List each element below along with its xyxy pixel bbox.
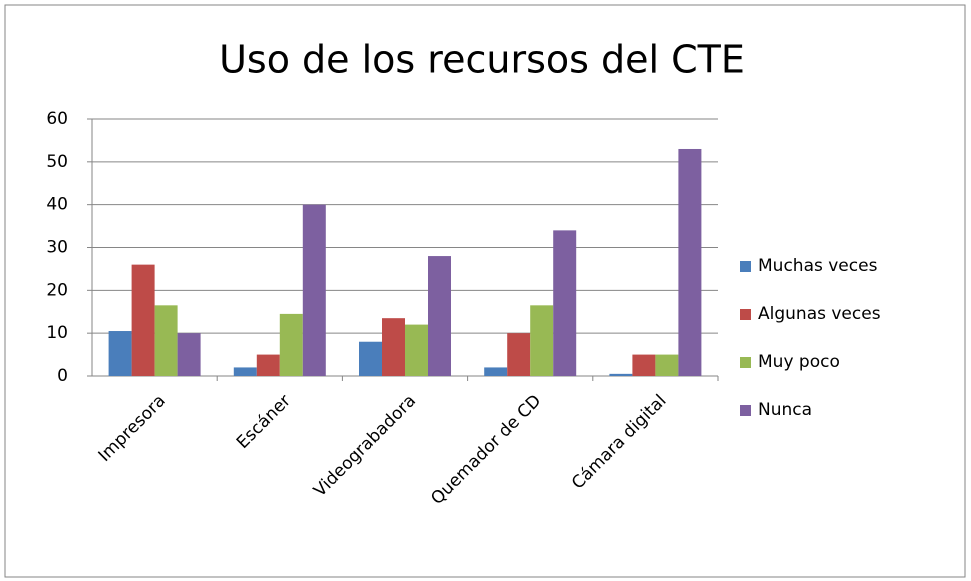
bar bbox=[177, 333, 201, 376]
bar bbox=[108, 331, 132, 376]
y-tick-label: 10 bbox=[46, 323, 68, 343]
bar bbox=[428, 256, 451, 376]
bar bbox=[405, 324, 428, 376]
legend-label: Muy poco bbox=[758, 352, 840, 372]
legend-swatch bbox=[740, 261, 751, 272]
bar bbox=[484, 367, 508, 376]
bar bbox=[154, 305, 178, 376]
bar bbox=[279, 313, 303, 376]
y-tick-label: 60 bbox=[46, 109, 68, 129]
bar bbox=[507, 333, 531, 376]
legend-label: Algunas veces bbox=[758, 304, 881, 324]
bar bbox=[553, 230, 577, 376]
bar bbox=[131, 264, 155, 376]
bar bbox=[632, 354, 656, 376]
legend-swatch bbox=[740, 309, 751, 320]
y-tick-label: 30 bbox=[46, 238, 68, 258]
bar bbox=[233, 367, 257, 376]
bar bbox=[678, 148, 702, 376]
y-tick-label: 20 bbox=[46, 280, 68, 300]
chart-border bbox=[4, 4, 966, 578]
legend-swatch bbox=[740, 357, 751, 368]
chart-title: Uso de los recursos del CTE bbox=[219, 38, 745, 82]
bar bbox=[382, 318, 405, 376]
bar bbox=[655, 354, 679, 376]
bar bbox=[530, 305, 554, 376]
legend-label: Muchas veces bbox=[758, 256, 878, 276]
bar bbox=[302, 204, 326, 376]
legend-swatch bbox=[740, 405, 751, 416]
y-tick-label: 40 bbox=[46, 195, 68, 215]
y-tick-label: 0 bbox=[57, 366, 68, 386]
legend-label: Nunca bbox=[758, 400, 812, 420]
bar bbox=[256, 354, 280, 376]
bar bbox=[609, 373, 633, 376]
y-tick-label: 50 bbox=[46, 152, 68, 172]
bar bbox=[359, 341, 382, 376]
